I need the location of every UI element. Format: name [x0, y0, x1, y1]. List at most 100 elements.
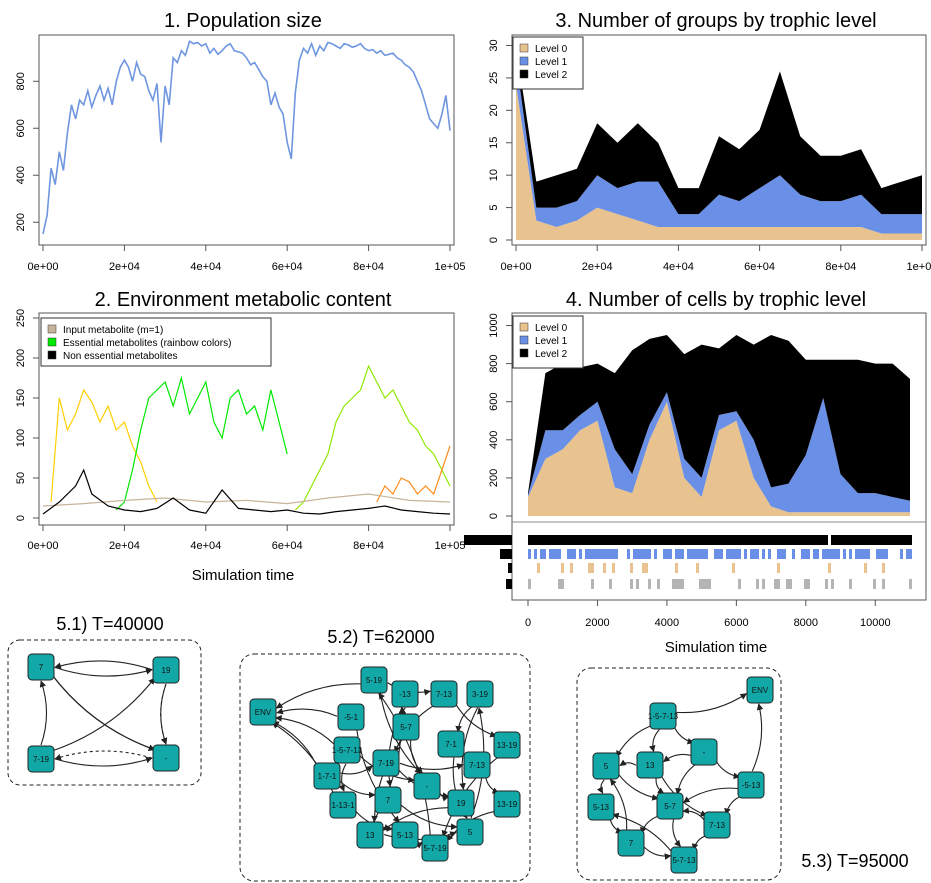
cells-title: 4. Number of cells by trophic level: [566, 289, 866, 311]
cells-raster-tick: [648, 535, 651, 545]
cells-raster-tick: [540, 535, 543, 545]
groups-xtick-label: 0e+00: [501, 261, 532, 273]
network-1-edge: [51, 674, 156, 751]
cells-raster-tick: [738, 579, 741, 589]
network-2-node: [493, 790, 521, 818]
network-2-node: [329, 791, 357, 819]
cells-raster-tick: [900, 549, 903, 559]
cells-raster-tick: [570, 549, 573, 559]
cells-raster-tick: [630, 535, 633, 545]
cells-raster-tick: [561, 579, 564, 589]
cells-raster-tick: [777, 549, 780, 559]
cells-ytick-label: 200: [488, 469, 500, 487]
network-3-edge: [672, 819, 681, 847]
population-xtick-label: 4e+04: [190, 261, 221, 273]
cells-raster-tick: [714, 549, 717, 559]
network-2-edge: [400, 804, 458, 831]
cells-raster-tick: [849, 549, 852, 559]
cells-raster-tick: [582, 535, 585, 545]
cells-raster-tick: [792, 535, 795, 545]
network-1-title: 5.1) T=40000: [56, 614, 163, 634]
cells-raster-tick: [681, 535, 684, 545]
cells-raster-tick: [756, 535, 759, 545]
network-1-node: [152, 656, 180, 684]
cells-raster-tick: [846, 535, 849, 545]
cells-raster-tick: [855, 535, 858, 545]
network-1-node-label: 7-19: [33, 755, 50, 764]
cells-raster-tick: [693, 535, 696, 545]
network-2-node-label: 7-13: [469, 761, 486, 770]
cells-raster-tick: [693, 549, 696, 559]
cells-raster-tick: [843, 549, 846, 559]
network-3-node: [690, 738, 718, 766]
cells-raster-tick: [537, 535, 540, 545]
cells-raster-tick: [768, 549, 771, 559]
cells-legend-label: Level 1: [535, 336, 568, 347]
network-2-node-label: -5-1: [344, 713, 359, 722]
cells-raster-label-bar: [500, 549, 512, 559]
cells-raster-tick: [612, 549, 615, 559]
cells-raster-tick: [756, 579, 759, 589]
cells-legend-label: Level 2: [535, 349, 568, 360]
network-1-node: [27, 653, 55, 681]
network-2-node: [333, 736, 361, 764]
cells-raster-tick: [762, 535, 765, 545]
network-3-edge: [724, 795, 743, 815]
cells-raster-tick: [549, 535, 552, 545]
cells-raster-tick: [864, 535, 867, 545]
cells-raster-tick: [837, 535, 840, 545]
cells-raster-tick: [534, 549, 537, 559]
network-2-node: [360, 666, 388, 694]
network-3-edge: [619, 759, 637, 767]
cells-raster-tick: [642, 563, 645, 573]
cells-raster-tick: [663, 549, 666, 559]
network-2-node-label: 5-7: [400, 723, 412, 732]
cells-raster-tick: [822, 535, 825, 545]
cells-raster-tick: [882, 549, 885, 559]
cells-raster-tick: [537, 563, 540, 573]
cells-raster-tick: [795, 535, 798, 545]
metabolic-title: 2. Environment metabolic content: [95, 289, 392, 311]
cells-raster-tick: [807, 549, 810, 559]
cells-raster-tick: [762, 549, 765, 559]
network-2-edge: [455, 705, 474, 733]
cells-raster-tick: [762, 579, 765, 589]
cells-ytick-label: 400: [488, 431, 500, 449]
cells-raster-tick: [657, 579, 660, 589]
cells-raster-tick: [873, 579, 876, 589]
network-2-edge: [339, 780, 376, 799]
network-2-edge: [338, 763, 347, 792]
network-2-title: 5.2) T=62000: [327, 627, 434, 647]
cells-raster-tick: [906, 549, 909, 559]
cells-raster-tick: [828, 549, 831, 559]
cells-raster-tick: [783, 549, 786, 559]
cells-xlabel: Simulation time: [665, 639, 768, 656]
network-2-node: [463, 751, 491, 779]
network-2-edge: [484, 776, 500, 794]
network-3-edge: [682, 807, 705, 821]
cells-raster-tick: [681, 579, 684, 589]
metabolic-series-line: [115, 375, 288, 511]
cells-raster-tick: [579, 549, 582, 559]
cells-raster-tick: [666, 535, 669, 545]
network-2-node-label: 5-7-19: [423, 844, 447, 853]
cells-raster-tick: [813, 549, 816, 559]
network-2-node-label: 7-19: [378, 759, 395, 768]
network-2-node: [372, 749, 400, 777]
network-1-edge: [54, 660, 153, 671]
network-3-node: [703, 811, 731, 839]
cells-xtick-label: 10000: [860, 617, 891, 629]
cells-raster-tick: [804, 579, 807, 589]
cells-raster-tick: [636, 579, 639, 589]
cells-raster-tick: [858, 549, 861, 559]
cells-raster-tick: [852, 535, 855, 545]
cells-raster-label-bar: [506, 579, 512, 589]
cells-raster-tick: [876, 535, 879, 545]
cells-raster-tick: [609, 535, 612, 545]
network-2-node: [249, 698, 277, 726]
cells-raster-tick: [870, 535, 873, 545]
cells-raster-tick: [630, 563, 633, 573]
cells-raster-tick: [570, 535, 573, 545]
network-2-node-label: 1-7-1: [318, 772, 337, 781]
metabolic-frame: [38, 312, 455, 526]
